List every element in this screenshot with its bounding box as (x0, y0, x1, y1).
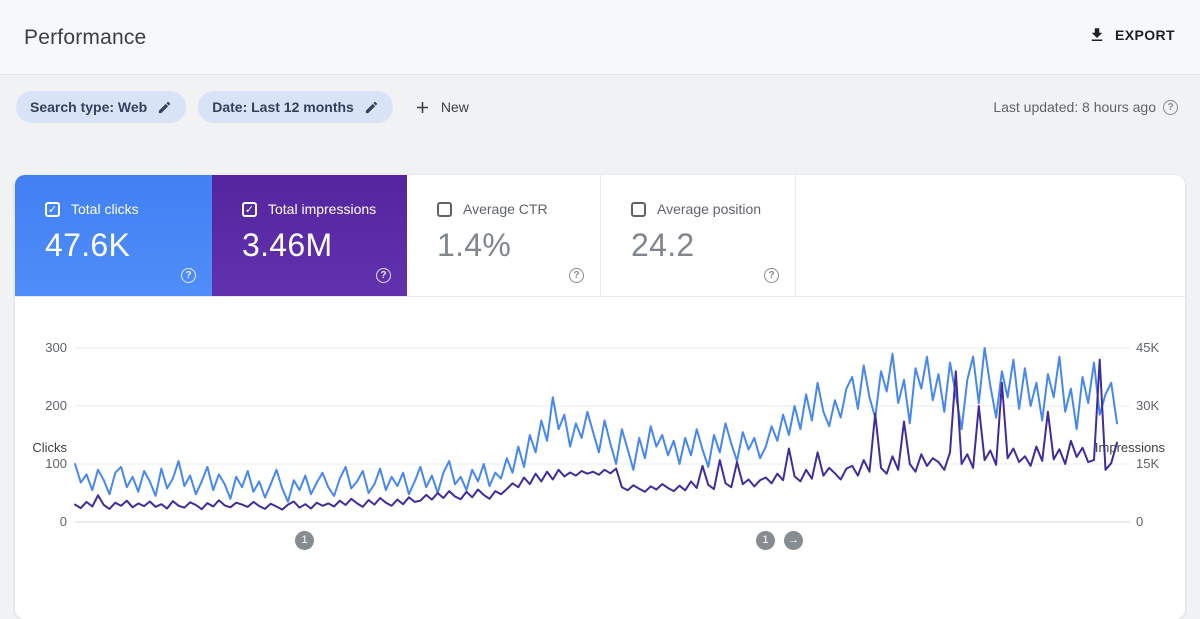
annotation-arrow-badge[interactable]: → (784, 531, 803, 550)
chart-lines-svg[interactable] (15, 175, 1185, 619)
metric-cards-row: Total clicks 47.6K Total impressions 3.4… (15, 175, 1185, 297)
right-axis-tick: 0 (1136, 514, 1144, 529)
total-impressions-value: 3.46M (242, 227, 333, 263)
average-position-value: 24.2 (631, 227, 695, 263)
left-axis-tick: 100 (45, 456, 67, 471)
filter-bar: Search type: Web Date: Last 12 months Ne… (16, 91, 469, 123)
average-ctr-help-icon[interactable] (569, 268, 584, 283)
average-ctr-value: 1.4% (437, 227, 512, 263)
export-button-label: EXPORT (1115, 27, 1175, 43)
performance-panel: Total clicks 47.6K Total impressions 3.4… (15, 175, 1185, 619)
export-button[interactable]: EXPORT (1088, 26, 1175, 44)
search-type-filter-chip[interactable]: Search type: Web (16, 91, 187, 123)
new-button-label: New (440, 99, 469, 115)
right-axis-tick: 15K (1136, 456, 1160, 471)
last-updated-help-icon[interactable] (1163, 99, 1178, 115)
average-position-checkbox[interactable] (631, 201, 646, 217)
edit-pencil-icon[interactable] (364, 100, 379, 115)
search-type-chip-label: Search type: Web (30, 99, 148, 115)
new-filter-button[interactable]: New (413, 98, 469, 117)
right-axis-title: Impressions (1094, 440, 1165, 455)
date-filter-chip[interactable]: Date: Last 12 months (198, 91, 393, 123)
total-impressions-label: Total impressions (268, 201, 377, 217)
total-clicks-help-icon[interactable] (181, 268, 196, 283)
left-axis-tick: 300 (45, 340, 67, 355)
page-header: Performance EXPORT (0, 0, 1200, 75)
edit-pencil-icon[interactable] (157, 100, 172, 115)
total-impressions-help-icon[interactable] (376, 268, 391, 283)
date-chip-label: Date: Last 12 months (212, 99, 354, 115)
left-axis-tick: 200 (45, 398, 67, 413)
total-clicks-value: 47.6K (45, 227, 131, 263)
performance-chart: Clicks Impressions 300 200 100 0 45K 30K… (15, 297, 1185, 619)
total-impressions-checkbox[interactable] (242, 201, 257, 217)
average-position-label: Average position (657, 201, 762, 217)
download-icon (1088, 26, 1106, 44)
left-axis-title: Clicks (32, 440, 67, 455)
total-clicks-label: Total clicks (71, 201, 139, 217)
last-updated-text: Last updated: 8 hours ago (993, 99, 1156, 115)
average-ctr-checkbox[interactable] (437, 201, 452, 217)
total-impressions-card[interactable]: Total impressions 3.46M (212, 175, 407, 296)
page-title: Performance (24, 26, 147, 49)
average-position-help-icon[interactable] (764, 268, 779, 283)
average-ctr-card[interactable]: Average CTR 1.4% (407, 175, 600, 296)
plus-icon (413, 98, 432, 117)
total-clicks-card[interactable]: Total clicks 47.6K (15, 175, 212, 296)
annotation-badge[interactable]: 1 (756, 531, 775, 550)
average-position-card[interactable]: Average position 24.2 (600, 175, 796, 296)
average-ctr-label: Average CTR (463, 201, 548, 217)
left-axis-tick: 0 (59, 514, 67, 529)
last-updated-status: Last updated: 8 hours ago (993, 99, 1178, 115)
right-axis-tick: 30K (1136, 398, 1160, 413)
total-clicks-checkbox[interactable] (45, 201, 60, 217)
right-axis-tick: 45K (1136, 340, 1160, 355)
annotation-badge[interactable]: 1 (295, 531, 314, 550)
